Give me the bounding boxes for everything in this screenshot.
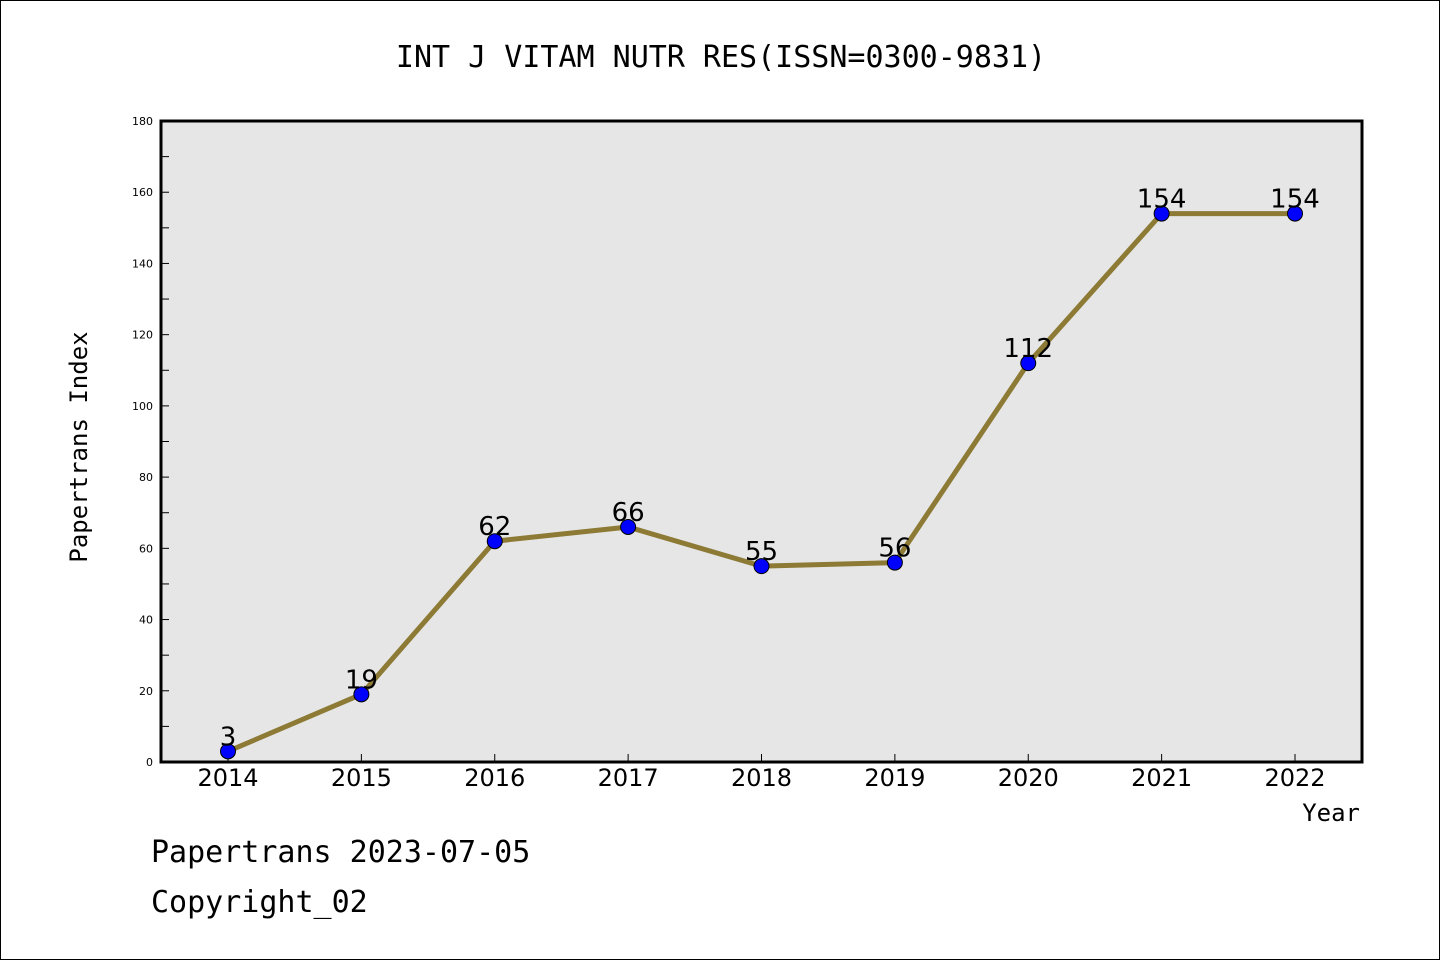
y-tick-label: 0 <box>146 756 153 769</box>
x-tick-label: 2016 <box>464 764 525 792</box>
x-tick-label: 2020 <box>998 764 1059 792</box>
y-tick-label: 80 <box>139 471 153 484</box>
y-tick-label: 180 <box>132 115 153 128</box>
data-label-2014: 3 <box>220 722 237 752</box>
x-tick-label: 2015 <box>331 764 392 792</box>
x-tick-label: 2019 <box>864 764 925 792</box>
x-axis: 2014 2015 2016 2017 2018 2019 2020 2021 2022 <box>197 754 1326 792</box>
data-label-2020: 112 <box>1003 334 1053 364</box>
data-point-2019 <box>886 554 903 571</box>
data-point-2020 <box>1020 355 1037 372</box>
footer-copyright: Copyright_02 <box>151 885 368 920</box>
x-tick-label: 2018 <box>731 764 792 792</box>
y-tick-label: 60 <box>139 542 153 555</box>
data-point-2017 <box>620 518 637 535</box>
series-papertrans-index: 3 19 62 66 55 56 112 154 154 <box>220 185 1320 760</box>
data-label-2015: 19 <box>345 665 378 695</box>
x-axis-label: Year <box>1302 799 1360 827</box>
x-tick-label: 2022 <box>1264 764 1325 792</box>
data-label-2022: 154 <box>1270 185 1320 215</box>
y-tick-label: 40 <box>139 614 153 627</box>
data-label-2017: 66 <box>612 498 645 528</box>
plot-area <box>159 119 1364 764</box>
footer-date: Papertrans 2023-07-05 <box>151 835 531 870</box>
data-point-2021 <box>1153 205 1170 222</box>
y-axis-label: Papertrans Index <box>65 331 93 562</box>
x-tick-label: 2017 <box>598 764 659 792</box>
data-point-2016 <box>486 533 503 550</box>
data-point-2015 <box>353 686 370 703</box>
y-tick-label: 160 <box>132 186 153 199</box>
data-point-2014 <box>220 743 236 760</box>
chart-title: INT J VITAM NUTR RES(ISSN=0300-9831) <box>396 40 1046 75</box>
data-label-2018: 55 <box>745 537 778 567</box>
data-label-2019: 56 <box>878 534 911 564</box>
y-tick-label: 20 <box>139 685 153 698</box>
x-tick-label: 2014 <box>197 764 258 792</box>
data-label-2016: 62 <box>478 512 511 542</box>
y-tick-label: 120 <box>132 329 153 342</box>
data-point-2018 <box>753 558 770 575</box>
y-axis: 0 20 40 60 80 100 120 140 160 180 <box>132 115 169 769</box>
data-point-2022 <box>1287 205 1303 222</box>
y-tick-label: 140 <box>132 257 153 270</box>
data-label-2021: 154 <box>1137 185 1187 215</box>
x-tick-label: 2021 <box>1131 764 1192 792</box>
y-tick-label: 100 <box>132 400 153 413</box>
